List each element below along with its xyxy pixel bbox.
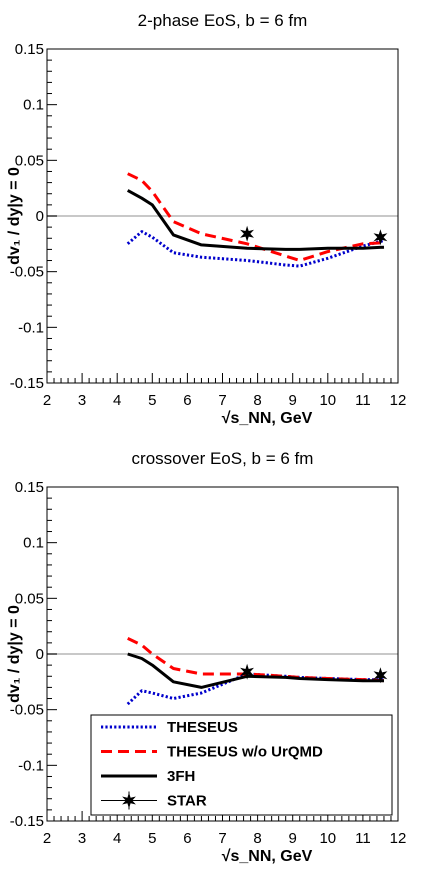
x-tick-label: 9	[289, 392, 297, 409]
x-tick-label: 7	[218, 392, 226, 409]
x-tick-label: 12	[390, 392, 407, 409]
y-tick-label: -0.15	[10, 375, 44, 392]
x-tick-label: 11	[355, 392, 371, 409]
x-tick-label: 5	[148, 830, 156, 847]
y-tick-label: 0.1	[23, 97, 44, 114]
y-tick-label: -0.1	[18, 757, 44, 774]
series-line-theseus	[126, 672, 384, 706]
series-line-3fh	[126, 189, 385, 251]
x-tick-label: 2	[43, 392, 51, 409]
y-tick-label: 0.05	[15, 590, 44, 607]
x-tick-label: 6	[183, 392, 191, 409]
x-tick-label: 9	[289, 830, 297, 847]
chart-panel-1: 2-phase EoS, b = 6 fm 2 3 4 5 6 7 8 9 10 11 12 -0.15…	[6, 11, 406, 427]
chart-title: crossover EoS, b = 6 fm	[132, 449, 314, 468]
x-tick-label: 12	[390, 830, 407, 847]
y-tick-label: -0.1	[18, 319, 44, 336]
x-tick-label: 4	[113, 830, 121, 847]
star-data-point	[373, 229, 388, 246]
x-tick-label: 8	[253, 392, 261, 409]
y-tick-label: -0.05	[10, 702, 44, 719]
legend-label: 3FH	[167, 768, 195, 785]
x-tick-label: 4	[113, 392, 121, 409]
y-axis-title: dv₁ / dy|y = 0	[6, 605, 23, 703]
y-tick-label: 0.15	[15, 479, 44, 496]
x-tick-label: 2	[43, 830, 51, 847]
y-tick-label: 0	[36, 646, 44, 663]
x-tick-label: 10	[319, 392, 336, 409]
legend-star-icon	[122, 792, 136, 809]
chart-panel-2: crossover EoS, b = 6 fm 2 3 4 5 6 7 8 9 10 11 12 -0.…	[6, 449, 406, 865]
x-tick-label: 7	[218, 830, 226, 847]
star-data-point	[240, 663, 254, 680]
x-axis-title: √s_NN, GeV	[222, 410, 313, 427]
x-tick-label: 5	[148, 392, 156, 409]
y-tick-label: -0.15	[10, 813, 44, 830]
legend: THESEUS THESEUS w/o UrQMD 3FH STAR	[90, 714, 393, 816]
legend-box	[90, 714, 393, 816]
y-tick-label: -0.05	[10, 264, 44, 281]
y-tick-label: 0.15	[15, 41, 44, 58]
legend-label: THESEUS	[167, 719, 238, 736]
series-line-theseus	[126, 230, 385, 268]
y-tick-label: 0.05	[15, 152, 44, 169]
x-tick-label: 3	[78, 392, 86, 409]
star-data-point	[240, 225, 254, 242]
x-tick-label: 3	[78, 830, 86, 847]
x-tick-label: 8	[253, 830, 261, 847]
y-axis-title: dv₁ / dy|y = 0	[6, 167, 23, 265]
x-tick-label: 11	[355, 830, 371, 847]
x-tick-label: 6	[183, 830, 191, 847]
legend-label: STAR	[167, 793, 207, 810]
legend-label: THESEUS w/o UrQMD	[167, 744, 323, 761]
series-line-3fh	[127, 652, 384, 689]
y-tick-label: 0.1	[23, 535, 44, 552]
chart-title: 2-phase EoS, b = 6 fm	[138, 11, 308, 30]
x-axis-title: √s_NN, GeV	[222, 848, 313, 865]
y-tick-label: 0	[36, 208, 44, 225]
x-tick-label: 10	[319, 830, 336, 847]
star-data-point	[373, 667, 388, 684]
